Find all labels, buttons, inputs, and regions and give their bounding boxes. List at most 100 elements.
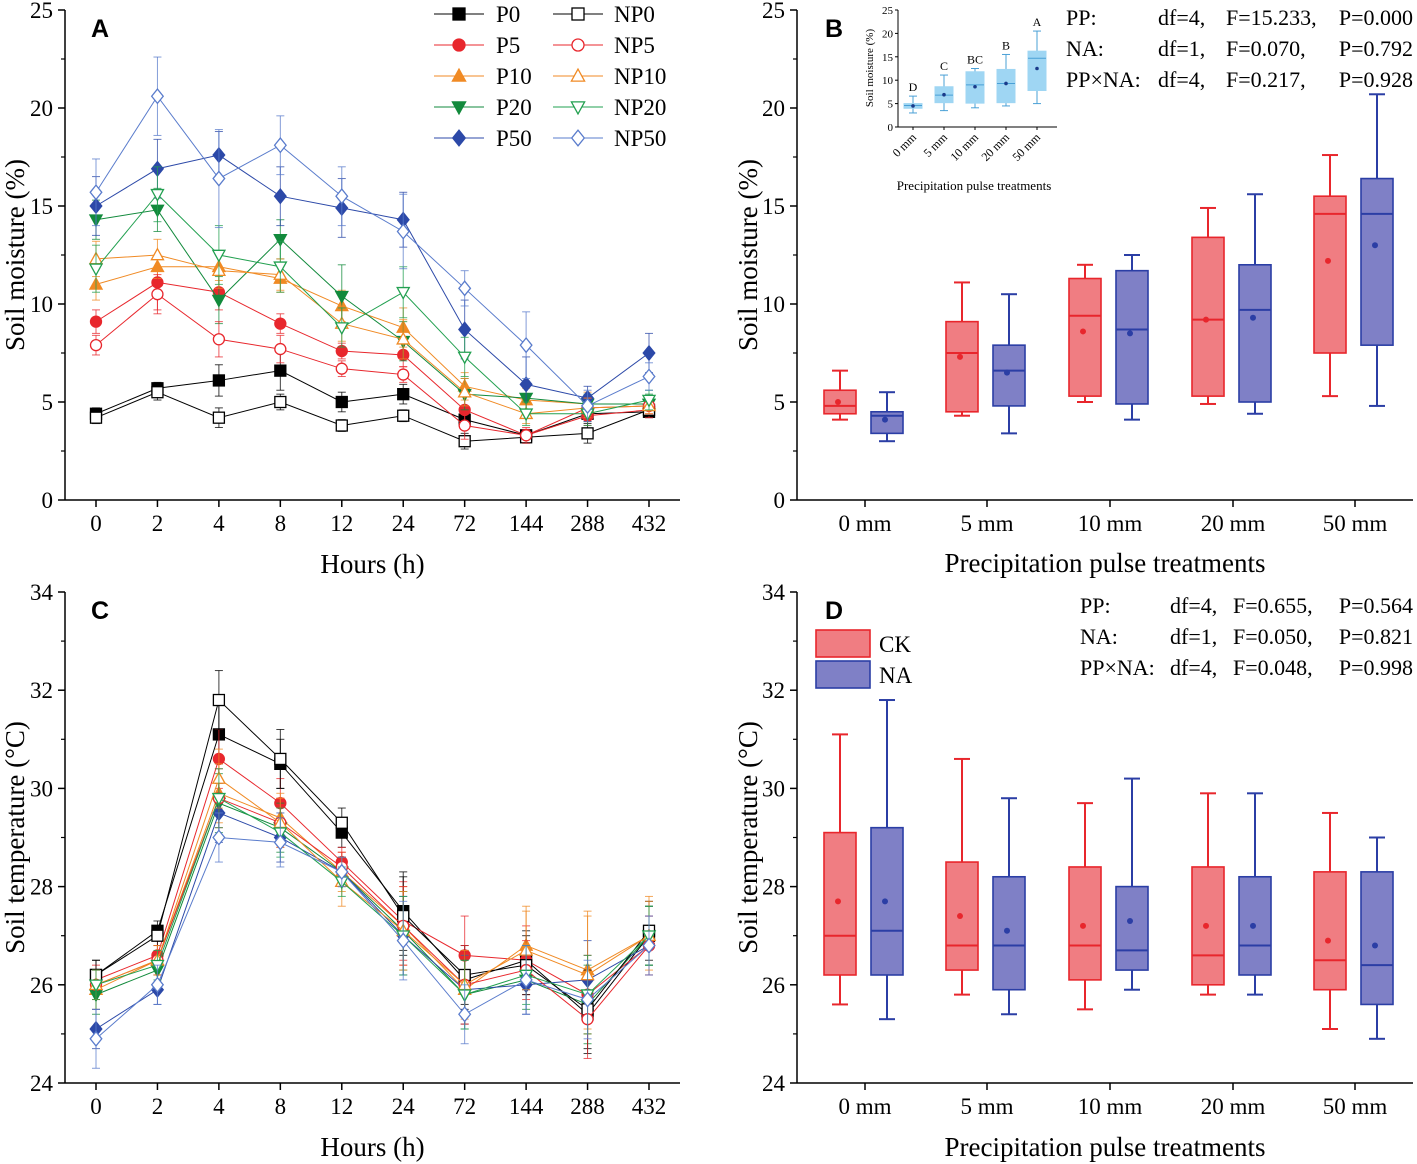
inset-box-0: D <box>903 80 923 114</box>
mean-point <box>1325 257 1331 264</box>
mean-point <box>882 416 888 423</box>
x-tick-label: 0 mm <box>838 511 891 536</box>
data-point <box>396 286 411 300</box>
x-tick-label: 8 <box>275 511 287 536</box>
iqr-box <box>1191 236 1225 397</box>
series-line <box>95 797 650 1020</box>
data-point <box>88 979 104 993</box>
box-ck-4 <box>1313 811 1347 1030</box>
data-point <box>150 88 165 105</box>
inset-significance-letter: A <box>1033 15 1042 29</box>
stat-df: df=4, <box>1158 67 1205 92</box>
mean-point <box>1080 328 1086 335</box>
stat-term: PP: <box>1080 593 1111 618</box>
stat-df: df=1, <box>1170 624 1217 649</box>
legend-item-p50: P50 <box>434 126 532 151</box>
data-point <box>642 368 656 385</box>
series-p10 <box>88 252 657 417</box>
series-line <box>95 193 650 415</box>
legend-marker <box>571 38 585 52</box>
x-tick-label: 288 <box>570 1094 605 1119</box>
series-np0 <box>89 670 656 1050</box>
stat-term: PP: <box>1066 5 1097 30</box>
stat-p: P=0.000 <box>1339 5 1413 30</box>
data-point <box>89 411 103 424</box>
data-point <box>88 263 104 277</box>
y-tick-label: 15 <box>762 194 785 219</box>
data-point <box>89 315 103 328</box>
box-ck-1 <box>945 757 979 996</box>
inset-y-axis-title: Soil moisture (%) <box>864 29 876 108</box>
data-point <box>580 991 595 1008</box>
x-tick-label: 20 mm <box>1201 1094 1266 1119</box>
data-point <box>458 280 472 297</box>
data-point <box>396 932 410 949</box>
y-axis-title: Soil temperature (°C) <box>733 721 763 954</box>
legend-label: CK <box>879 632 911 657</box>
stat-f: F=0.655, <box>1233 593 1313 618</box>
iqr-box <box>945 320 979 413</box>
y-tick-label: 26 <box>30 973 53 998</box>
mean-point <box>1250 314 1256 321</box>
series-line <box>95 758 650 996</box>
series-np5 <box>89 768 656 1059</box>
stat-p: P=0.792 <box>1339 36 1413 61</box>
mean-point <box>835 898 841 905</box>
inset-y-tick-label: 20 <box>882 28 894 40</box>
y-tick-label: 25 <box>30 0 53 23</box>
legend-item-np20: NP20 <box>553 95 666 120</box>
inset-box-1: C <box>934 59 954 112</box>
iqr-box <box>992 344 1026 407</box>
x-axis-title: Precipitation pulse treatments <box>945 548 1266 578</box>
series-line <box>95 802 650 1006</box>
y-tick-label: 25 <box>762 0 785 23</box>
legend-marker <box>451 129 467 147</box>
stat-term: NA: <box>1080 624 1118 649</box>
anova-stats: PP: df=4, F=15.233, P=0.000 NA: df=1, F=0.070,… <box>1066 5 1413 92</box>
y-tick-label: 30 <box>762 776 785 801</box>
data-point <box>519 376 533 393</box>
mean-point <box>957 913 963 920</box>
y-tick-label: 15 <box>30 194 53 219</box>
data-point <box>89 1030 103 1047</box>
mean-point <box>957 353 963 360</box>
iqr-box <box>1313 871 1347 991</box>
data-point <box>151 386 164 399</box>
mean-point <box>882 898 888 905</box>
legend-label: NA <box>879 663 913 688</box>
data-point <box>581 427 594 440</box>
data-point <box>519 971 533 989</box>
x-tick-label: 12 <box>330 511 353 536</box>
legend-item-np0: NP0 <box>553 2 655 27</box>
legend: CK NA <box>815 629 913 689</box>
x-tick-label: 50 mm <box>1323 1094 1388 1119</box>
y-tick-label: 10 <box>762 292 785 317</box>
x-tick-label: 10 mm <box>1078 511 1143 536</box>
data-point <box>211 294 227 308</box>
data-point <box>150 188 165 202</box>
mean-point <box>1203 922 1209 929</box>
x-tick-label: 5 mm <box>960 1094 1013 1119</box>
x-axis-title: Hours (h) <box>320 549 424 579</box>
inset-box-3: B <box>996 38 1016 107</box>
data-point <box>334 290 349 304</box>
legend-label: P20 <box>496 95 532 120</box>
series-line <box>95 812 650 1030</box>
inset-iqr-box <box>1027 50 1047 91</box>
panel-letter: C <box>91 597 109 625</box>
box-na-2 <box>1115 777 1149 991</box>
box-ck-0 <box>823 733 857 1006</box>
x-tick-label: 288 <box>570 511 605 536</box>
box-na-2 <box>1115 254 1149 421</box>
legend-item-p10: P10 <box>434 64 532 89</box>
iqr-box <box>823 831 857 976</box>
legend-label: P50 <box>496 126 532 151</box>
stat-p: P=0.928 <box>1339 67 1413 92</box>
data-point <box>396 223 410 240</box>
inset-x-axis-title: Precipitation pulse treatments <box>897 178 1052 193</box>
series-np50 <box>89 812 656 1069</box>
data-point <box>335 362 348 375</box>
y-tick-label: 32 <box>762 678 785 703</box>
